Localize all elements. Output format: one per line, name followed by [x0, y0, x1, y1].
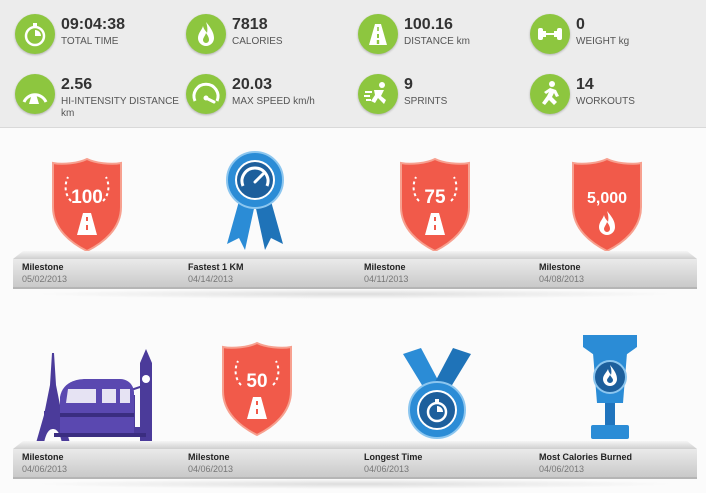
intensity-gauge-icon	[15, 74, 55, 114]
calories-5000-badge-icon[interactable]: 5,000	[569, 157, 645, 253]
stat-weight: 0 WEIGHT kg	[530, 14, 700, 64]
badge-card[interactable]: Fastest 1 KM 04/14/2013	[179, 259, 351, 289]
stat-calories: 7818 CALORIES	[186, 14, 356, 64]
milestone-50-badge-icon[interactable]: 50	[219, 341, 295, 437]
stat-value: 100.16	[404, 16, 453, 33]
stat-sprints: 9 SPRINTS	[358, 74, 528, 124]
stat-total-time: 09:04:38 TOTAL TIME	[15, 14, 185, 64]
stat-label: MAX SPEED km/h	[232, 96, 315, 107]
stat-label: HI-INTENSITY DISTANCE km	[61, 96, 179, 119]
badge-text: 5,000	[587, 190, 627, 207]
road-icon	[358, 14, 398, 54]
badge-card[interactable]: Milestone 04/08/2013	[530, 259, 702, 289]
badge-date: 04/14/2013	[188, 274, 234, 284]
fastest-ribbon-icon[interactable]	[223, 150, 287, 254]
badge-date: 05/02/2013	[22, 274, 68, 284]
badge-title: Milestone	[22, 262, 64, 272]
badge-text: 75	[424, 187, 446, 208]
badge-card[interactable]: Milestone 04/06/2013	[179, 449, 351, 479]
stat-value: 0	[576, 16, 585, 33]
badge-title: Longest Time	[364, 452, 423, 462]
milestone-75-badge-icon[interactable]: 75	[397, 157, 473, 253]
dumbbell-icon	[530, 14, 570, 54]
sprinter-icon	[358, 74, 398, 114]
stat-value: 9	[404, 76, 413, 93]
stat-label: WEIGHT kg	[576, 36, 630, 47]
badge-title: Most Calories Burned	[539, 452, 633, 462]
stat-label: WORKOUTS	[576, 96, 635, 107]
stat-workouts: 14 WORKOUTS	[530, 74, 700, 124]
stat-value: 2.56	[61, 76, 93, 93]
stat-distance: 100.16 DISTANCE km	[358, 14, 528, 64]
badge-text: 100	[71, 187, 103, 208]
badge-title: Fastest 1 KM	[188, 262, 244, 272]
flame-icon	[186, 14, 226, 54]
runner-icon	[530, 74, 570, 114]
stat-hi-intensity-distance: 2.56 HI-INTENSITY DISTANCE km	[15, 74, 185, 124]
stat-value: 20.03	[232, 76, 273, 93]
badge-date: 04/06/2013	[188, 464, 234, 474]
badge-shelf-2: Milestone 04/06/2013 Milestone 04/06/201…	[13, 441, 697, 489]
badge-date: 04/06/2013	[364, 464, 410, 474]
travel-landmarks-icon[interactable]	[34, 349, 166, 445]
stat-label: DISTANCE km	[404, 36, 470, 47]
badge-title: Milestone	[22, 452, 64, 462]
stat-label: SPRINTS	[404, 96, 448, 107]
badge-title: Milestone	[188, 452, 230, 462]
badge-title: Milestone	[539, 262, 581, 272]
stopwatch-medal-icon[interactable]	[399, 348, 475, 442]
stopwatch-icon	[15, 14, 55, 54]
stat-label: TOTAL TIME	[61, 36, 119, 47]
badge-card[interactable]: Longest Time 04/06/2013	[355, 449, 527, 479]
stat-max-speed: 20.03 MAX SPEED km/h	[186, 74, 356, 124]
badge-card[interactable]: Milestone 04/06/2013	[13, 449, 185, 479]
stats-panel: 09:04:38 TOTAL TIME 7818 CALORIES 100.16…	[0, 0, 706, 128]
badge-shelf-1: Milestone 05/02/2013 Fastest 1 KM 04/14/…	[13, 251, 697, 299]
speedometer-icon	[186, 74, 226, 114]
milestone-100-badge-icon[interactable]: 100	[49, 157, 125, 253]
badge-card[interactable]: Most Calories Burned 04/06/2013	[530, 449, 702, 479]
stat-value: 14	[576, 76, 594, 93]
badge-date: 04/08/2013	[539, 274, 585, 284]
badge-title: Milestone	[364, 262, 406, 272]
stat-label: CALORIES	[232, 36, 283, 47]
badge-date: 04/06/2013	[22, 464, 68, 474]
badge-card[interactable]: Milestone 04/11/2013	[355, 259, 527, 289]
badge-date: 04/11/2013	[364, 274, 409, 284]
stat-value: 09:04:38	[61, 16, 126, 33]
flame-trophy-icon[interactable]	[581, 333, 639, 445]
badge-card[interactable]: Milestone 05/02/2013	[13, 259, 185, 289]
badge-text: 50	[246, 371, 267, 392]
badge-date: 04/06/2013	[539, 464, 585, 474]
stat-value: 7818	[232, 16, 268, 33]
